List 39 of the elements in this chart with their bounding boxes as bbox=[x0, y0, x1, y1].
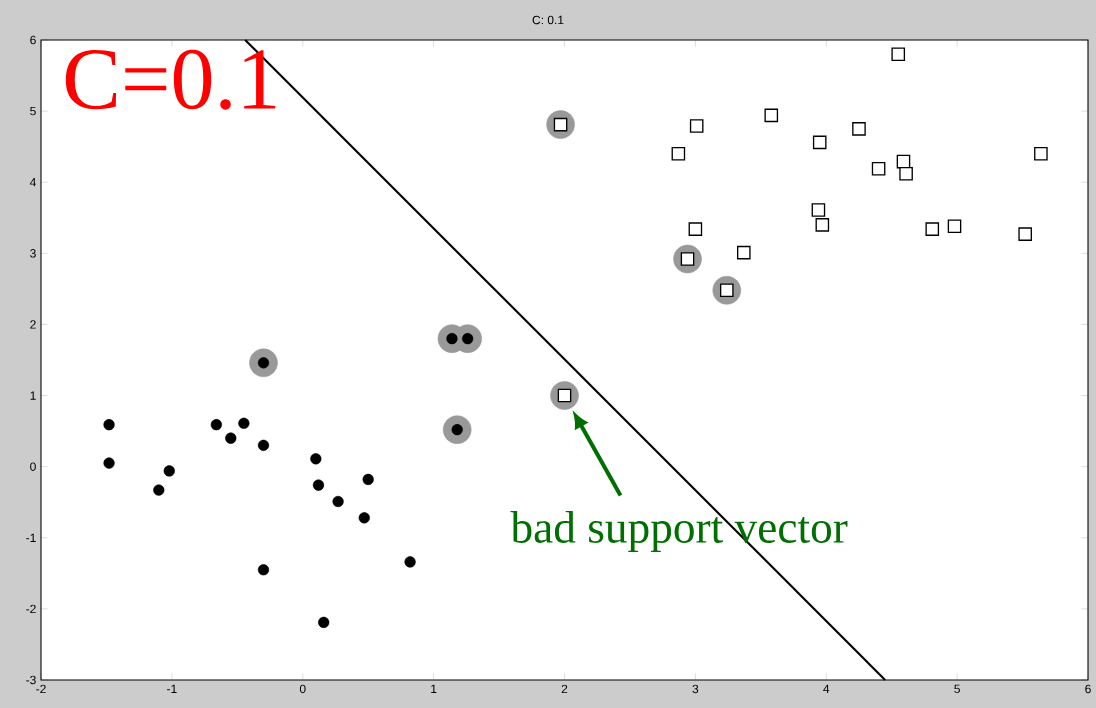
y-tick-label: 3 bbox=[30, 249, 36, 258]
point bbox=[312, 479, 325, 491]
y-tick-label: 5 bbox=[30, 106, 36, 116]
x-tick-label: 4 bbox=[823, 684, 830, 693]
x-tick-label: 5 bbox=[954, 684, 960, 694]
point bbox=[153, 484, 165, 496]
y-tick-label: 6 bbox=[30, 35, 36, 45]
point bbox=[210, 419, 222, 431]
annotation: bad support vector bbox=[510, 510, 848, 553]
point bbox=[332, 495, 344, 508]
point bbox=[812, 135, 827, 150]
y-tick-label: -3 bbox=[26, 675, 36, 685]
point bbox=[764, 108, 779, 123]
y-tick-label: 2 bbox=[30, 320, 36, 329]
x-tick-label: 6 bbox=[1085, 684, 1091, 694]
chart-title: C: 0.1 bbox=[532, 15, 564, 25]
x-tick-label: -1 bbox=[167, 684, 177, 693]
x-tick-label: 2 bbox=[561, 684, 568, 694]
point bbox=[163, 465, 175, 477]
y-tick-label: 1 bbox=[30, 391, 36, 400]
point bbox=[257, 439, 270, 451]
point bbox=[238, 417, 250, 429]
x-tick-label: 0 bbox=[299, 684, 306, 694]
y-tick-label: -1 bbox=[26, 533, 36, 542]
x-tick-label: 3 bbox=[692, 684, 699, 694]
point bbox=[257, 564, 270, 576]
point bbox=[310, 453, 322, 465]
point bbox=[103, 457, 115, 469]
y-tick-label: 4 bbox=[29, 178, 36, 187]
point bbox=[225, 432, 237, 444]
y-tick-label: -2 bbox=[26, 604, 36, 614]
point bbox=[318, 616, 330, 628]
point bbox=[404, 556, 416, 568]
y-tick-label: 0 bbox=[30, 462, 36, 471]
x-tick-label: 1 bbox=[431, 684, 437, 693]
annotation: C=0.1 bbox=[65, 49, 276, 110]
point bbox=[103, 419, 115, 431]
point bbox=[362, 473, 374, 486]
point bbox=[358, 512, 370, 524]
